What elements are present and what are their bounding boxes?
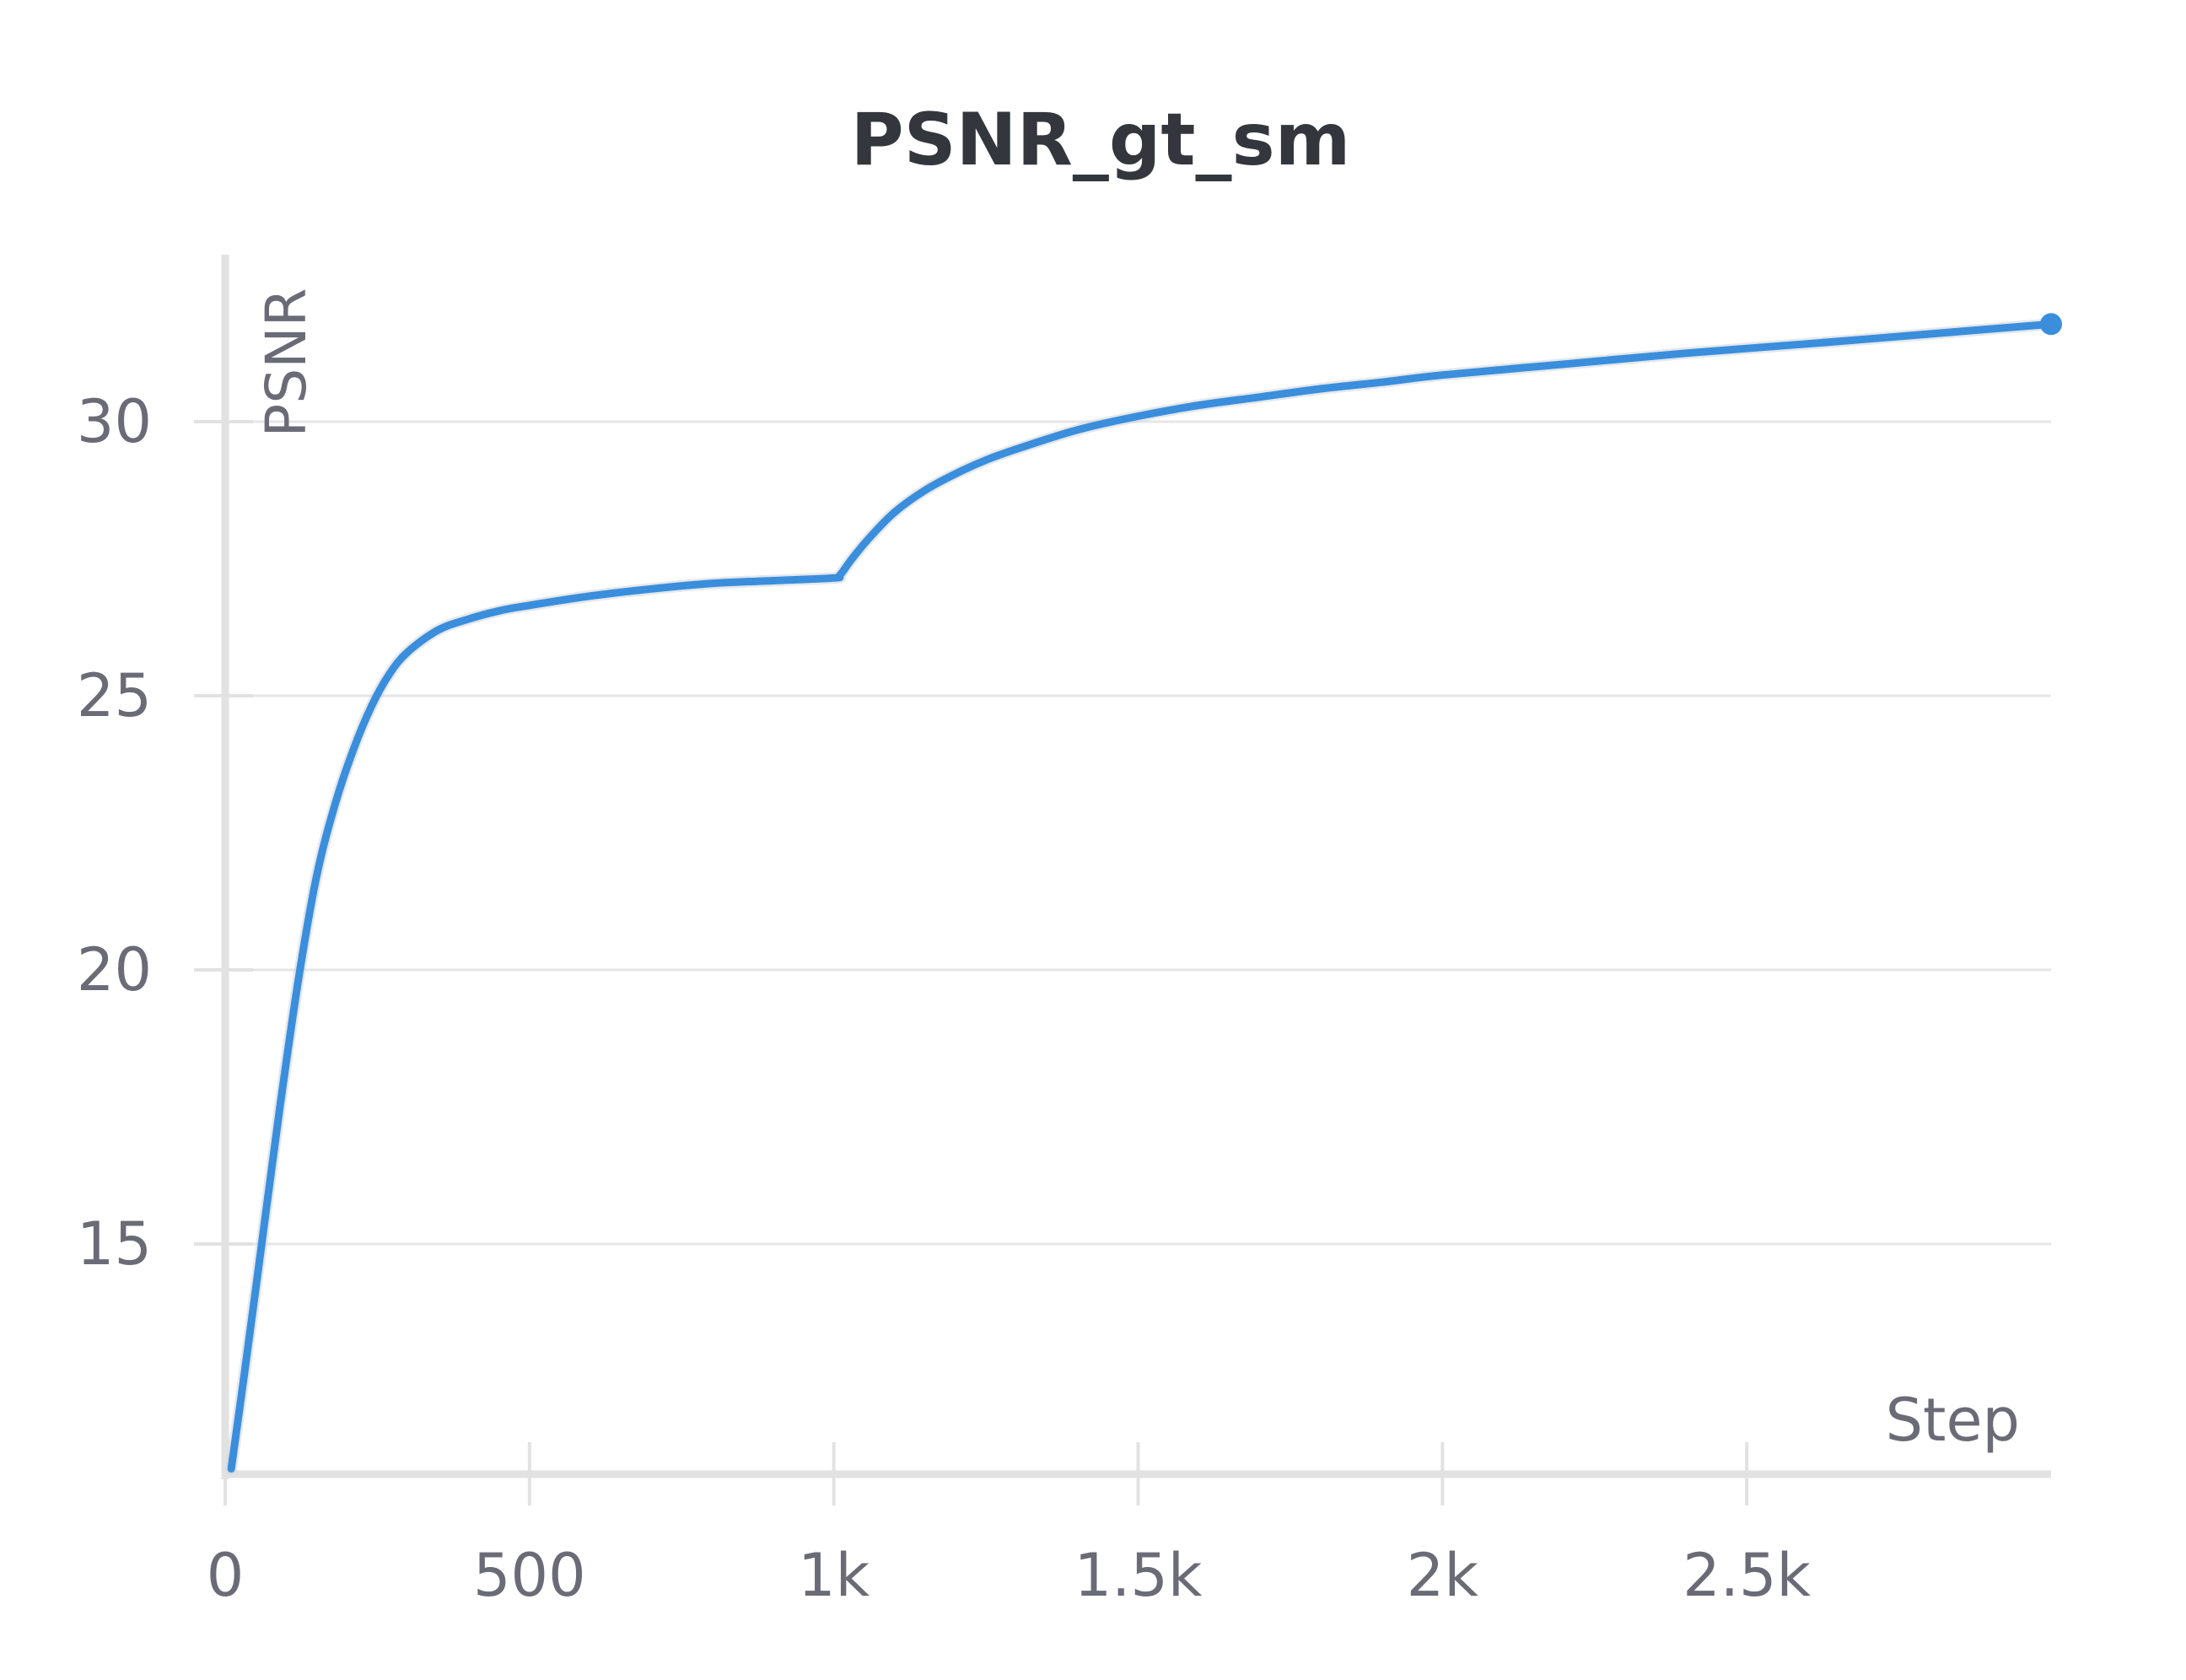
series-layer <box>225 313 2062 1475</box>
x-tick-label: 2k <box>1407 1541 1479 1610</box>
x-axis-ticks: 0 500 1k 1.5k 2k 2.5k <box>207 1442 1812 1610</box>
y-axis-ticks: 15 20 25 30 <box>77 387 253 1279</box>
y-axis-label: PSNR <box>254 288 319 438</box>
axes <box>221 255 2051 1479</box>
x-tick-label: 500 <box>473 1541 586 1610</box>
x-tick-label: 1k <box>798 1541 870 1610</box>
y-tick-label: 15 <box>77 1209 152 1279</box>
y-tick-label: 30 <box>77 387 152 456</box>
series-end-point <box>2040 313 2062 336</box>
x-tick-label: 0 <box>207 1541 245 1610</box>
series-line <box>227 320 2055 1473</box>
x-tick-label: 1.5k <box>1074 1541 1203 1610</box>
x-axis-label: Step <box>1886 1386 2020 1455</box>
y-tick-label: 20 <box>77 935 152 1004</box>
series-line-shadow <box>225 318 2057 1475</box>
chart-title: PSNR_gt_sm <box>851 98 1351 182</box>
grid-lines <box>225 420 2051 1246</box>
x-tick-label: 2.5k <box>1683 1541 1811 1610</box>
y-tick-label: 25 <box>77 661 152 730</box>
